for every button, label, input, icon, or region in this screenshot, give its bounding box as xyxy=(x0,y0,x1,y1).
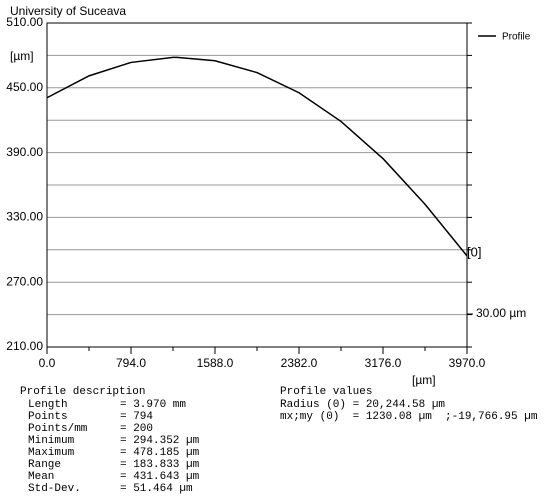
profile-value: mx;my (0) = 1230.08 µm ;-19,766.95 µm xyxy=(280,411,538,423)
description-key: Length xyxy=(28,399,68,411)
x-tick-label: 2382.0 xyxy=(281,356,318,370)
description-key: Maximum xyxy=(28,447,75,459)
description-key: Points/mm xyxy=(28,423,88,435)
description-key: Std-Dev. xyxy=(28,483,81,495)
description-value: = 478.185 µm xyxy=(120,447,200,459)
scale-label: 30.00 µm xyxy=(476,306,526,320)
x-tick-label: 3176.0 xyxy=(365,356,402,370)
description-value: = 794 xyxy=(120,411,153,423)
description-value: = 183.833 µm xyxy=(120,459,200,471)
profile-value: Radius (0) = 20,244.58 µm xyxy=(280,399,445,411)
y-tick-label: 450.00 xyxy=(6,80,43,94)
x-axis-label: [µm] xyxy=(412,373,436,387)
profile-values-title: Profile values xyxy=(280,386,372,398)
x-tick-label: 3970.0 xyxy=(449,356,486,370)
x-tick-label: 1588.0 xyxy=(197,356,234,370)
end-marker: [0] xyxy=(467,244,481,259)
y-tick-label: 510.00 xyxy=(6,15,43,29)
x-tick-label: 0.0 xyxy=(39,356,56,370)
description-value: = 3.970 mm xyxy=(120,399,186,411)
description-value: = 200 xyxy=(120,423,153,435)
legend-label: Profile xyxy=(502,32,531,43)
description-value: = 51.464 µm xyxy=(120,483,193,495)
plot-frame xyxy=(46,22,468,348)
y-axis-label: [µm] xyxy=(10,49,34,63)
y-tick-label: 330.00 xyxy=(6,210,43,224)
profile-line xyxy=(46,56,468,257)
y-tick-label: 270.00 xyxy=(6,274,43,288)
description-title: Profile description xyxy=(20,386,145,398)
description-value: = 431.643 µm xyxy=(120,471,200,483)
description-value: = 294.352 µm xyxy=(120,435,200,447)
description-key: Minimum xyxy=(28,435,75,447)
description-key: Range xyxy=(28,459,61,471)
description-key: Mean xyxy=(28,471,54,483)
description-key: Points xyxy=(28,411,68,423)
x-tick-label: 794.0 xyxy=(116,356,146,370)
chart-title: University of Suceava xyxy=(10,4,126,18)
y-tick-label: 210.00 xyxy=(6,339,43,353)
y-tick-label: 390.00 xyxy=(6,145,43,159)
